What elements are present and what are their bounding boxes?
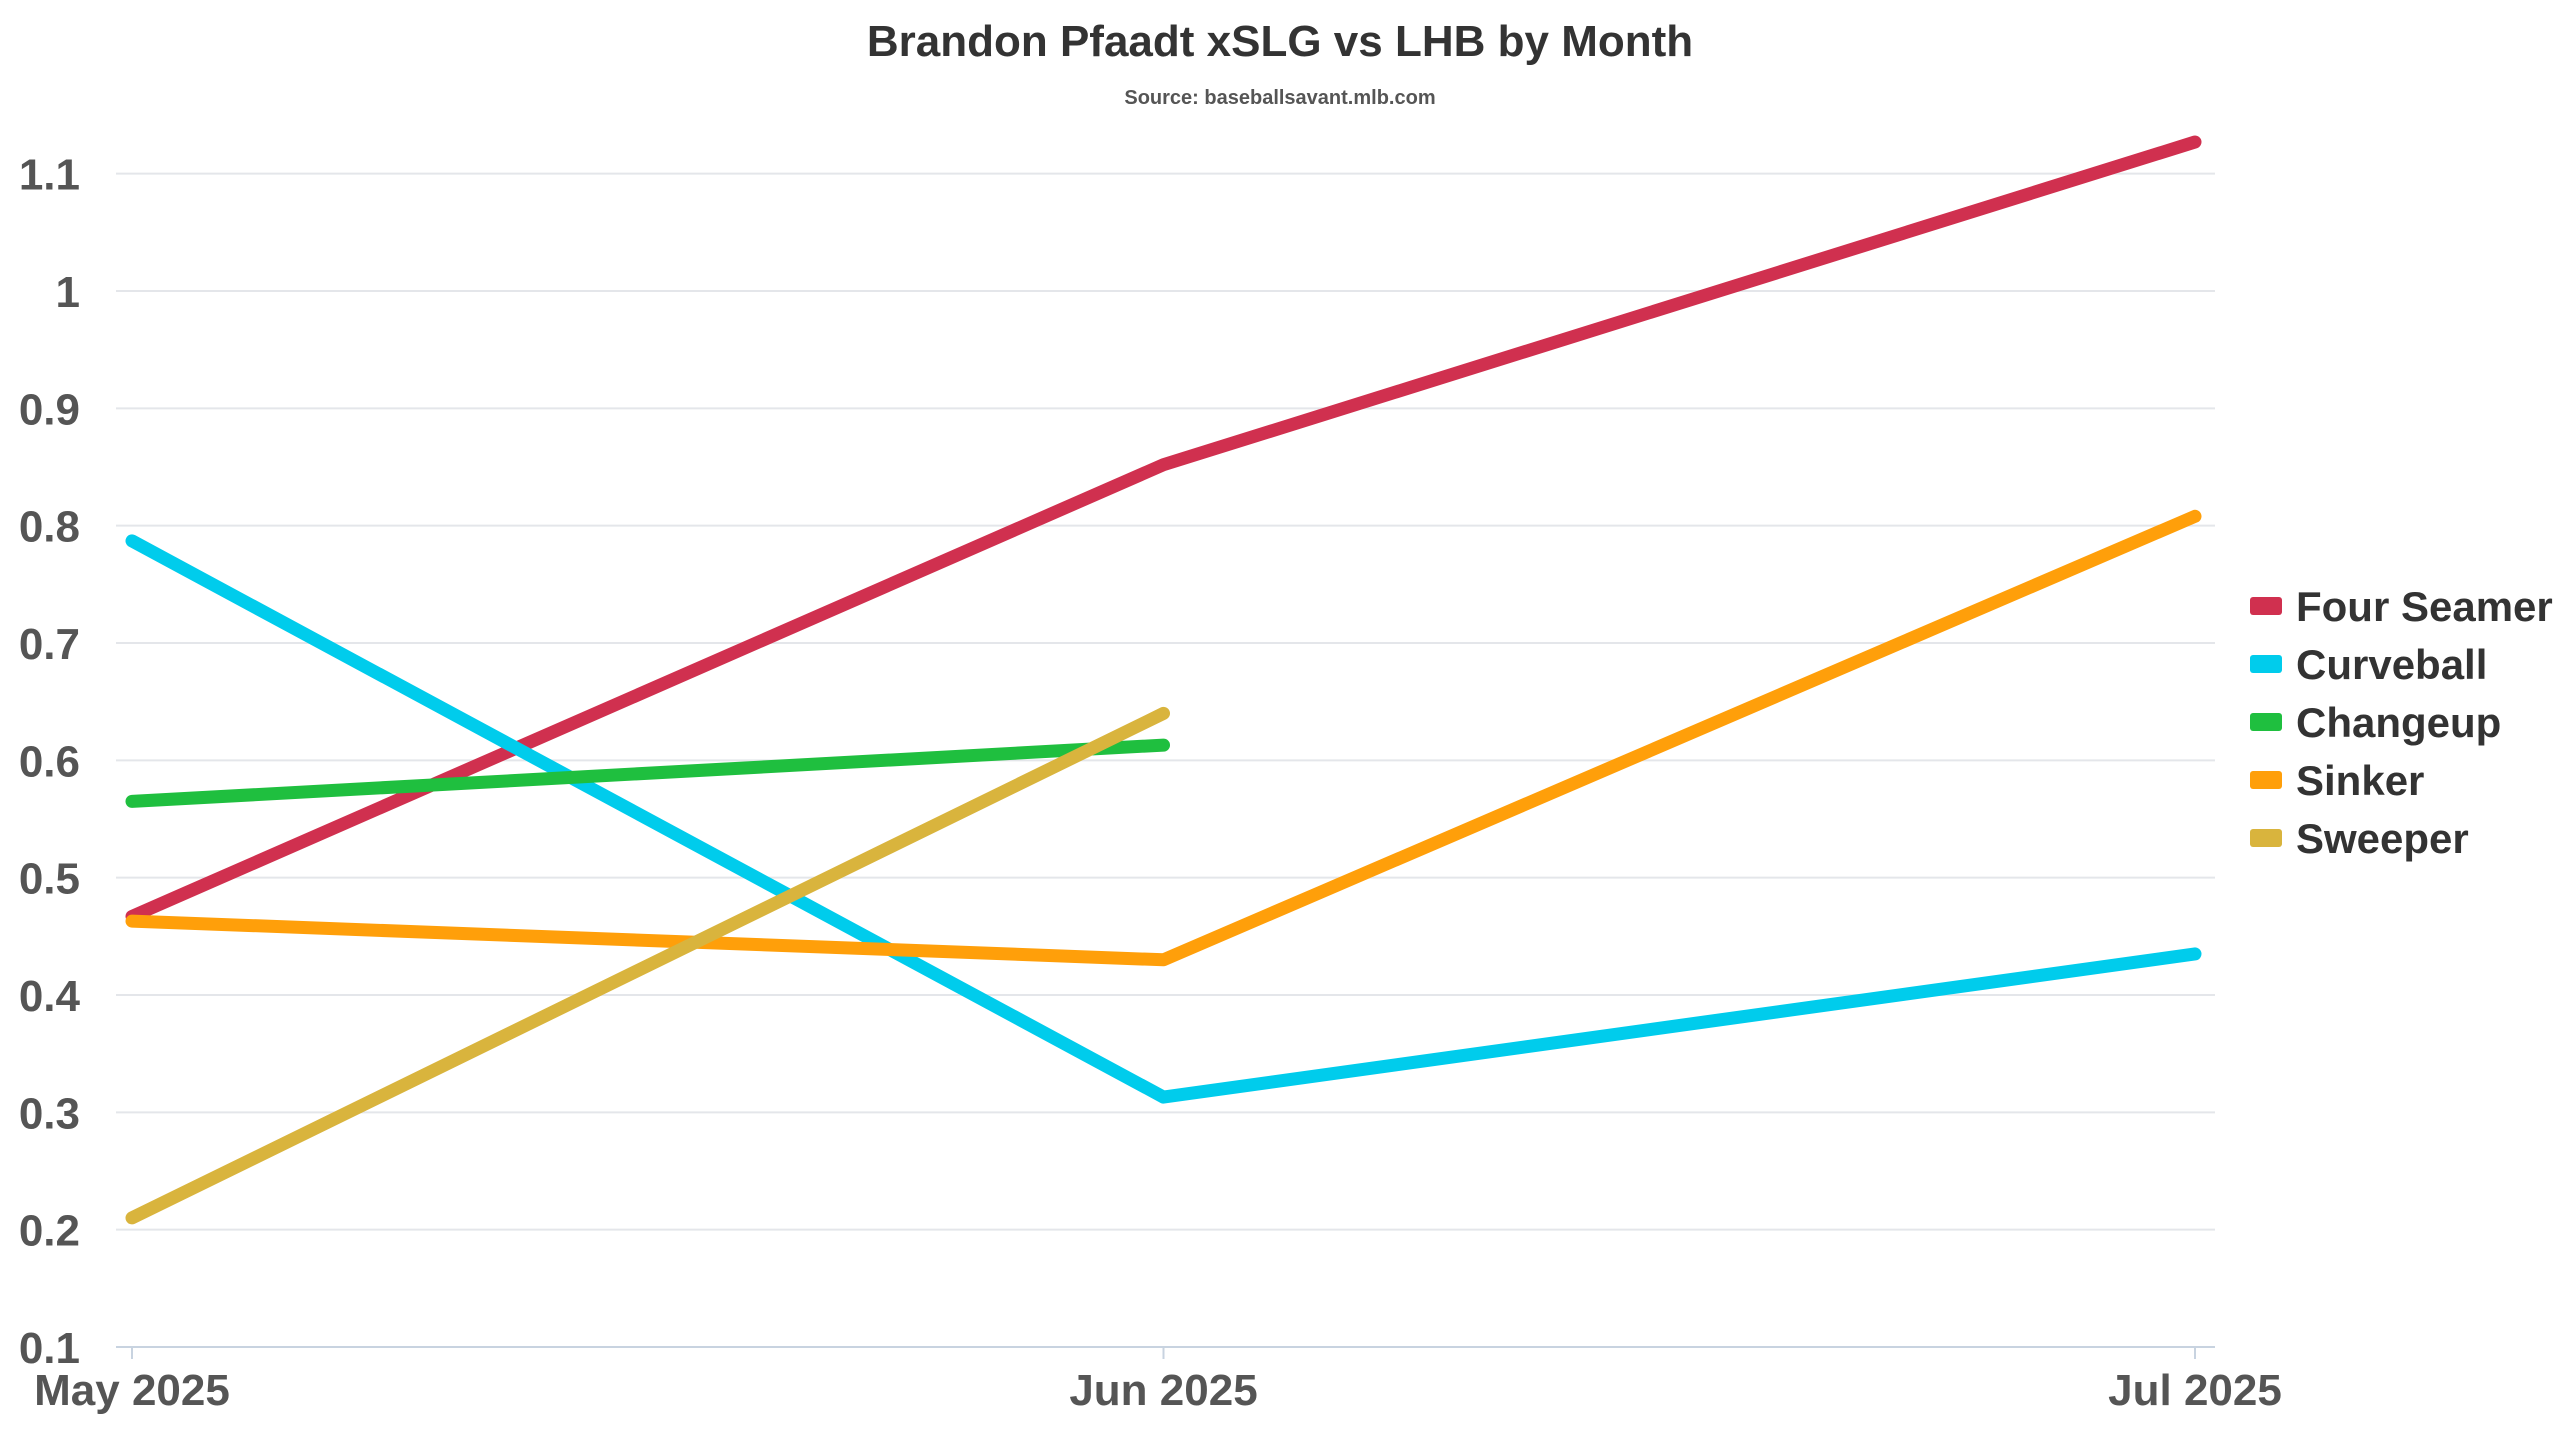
y-tick-label: 0.8	[19, 503, 80, 552]
series-line-sinker[interactable]	[125, 509, 2202, 967]
legend-label: Sweeper	[2296, 815, 2469, 862]
legend-item[interactable]: Curveball	[2250, 641, 2487, 688]
legend-item[interactable]: Changeup	[2250, 699, 2501, 746]
legend-label: Changeup	[2296, 699, 2501, 746]
legend-swatch	[2250, 597, 2282, 615]
legend-swatch	[2250, 655, 2282, 673]
legend-label: Four Seamer	[2296, 583, 2553, 630]
y-tick-label: 0.4	[19, 972, 81, 1021]
legend-item[interactable]: Sinker	[2250, 757, 2424, 804]
legend-label: Curveball	[2296, 641, 2487, 688]
x-tick-label: Jun 2025	[1069, 1366, 1257, 1415]
y-tick-label: 0.2	[19, 1207, 80, 1256]
series-line-sweeper[interactable]	[125, 706, 1170, 1225]
y-tick-label: 0.5	[19, 855, 80, 904]
x-tick-label: Jul 2025	[2108, 1366, 2282, 1415]
y-tick-label: 1.1	[19, 151, 80, 200]
y-tick-label: 0.3	[19, 1089, 80, 1138]
legend-swatch	[2250, 829, 2282, 847]
y-tick-label: 1	[56, 268, 80, 317]
series-line-four-seamer[interactable]	[125, 135, 2202, 923]
chart-title: Brandon Pfaadt xSLG vs LHB by Month	[867, 17, 1693, 66]
legend-item[interactable]: Sweeper	[2250, 815, 2469, 862]
y-tick-label: 0.6	[19, 737, 80, 786]
x-tick-label: May 2025	[34, 1366, 230, 1415]
series-line-curveball[interactable]	[125, 534, 2202, 1104]
grid-layer	[116, 172, 2215, 1231]
y-tick-label: 0.7	[19, 620, 80, 669]
legend: Four Seamer Curveball Changeup Sinker Sweepe…	[2250, 583, 2553, 862]
series-line-changeup[interactable]	[125, 738, 1170, 808]
legend-swatch	[2250, 771, 2282, 789]
legend-swatch	[2250, 713, 2282, 731]
y-tick-label: 0.1	[19, 1324, 80, 1373]
axis-layer: 0.1 0.2 0.3 0.4 0.5 0.6 0.7 0.8 0.9 1 1.1 May 2025 J…	[19, 151, 2282, 1415]
y-tick-label: 0.9	[19, 385, 80, 434]
legend-item[interactable]: Four Seamer	[2250, 583, 2553, 630]
chart-subtitle: Source: baseballsavant.mlb.com	[1124, 87, 1435, 109]
legend-label: Sinker	[2296, 757, 2424, 804]
series-layer	[125, 135, 2202, 1225]
